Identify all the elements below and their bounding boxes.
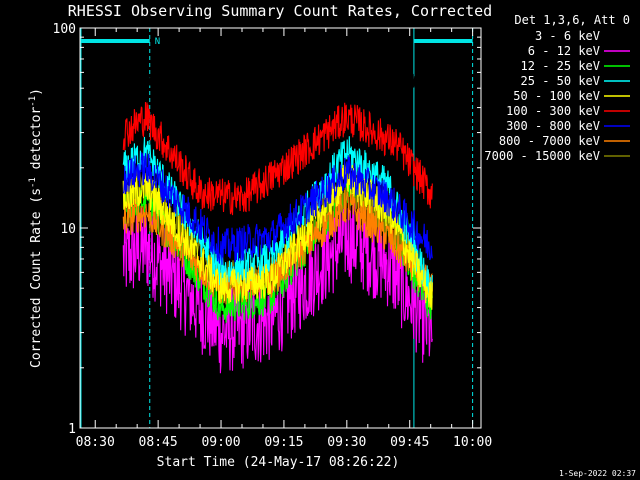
x-tick-label-0: 08:30 xyxy=(76,435,115,450)
legend-label-1: 6 - 12 keV xyxy=(528,44,600,58)
series-line-5 xyxy=(122,101,433,216)
series-line-0 xyxy=(122,68,433,90)
x-tick-label-4: 09:30 xyxy=(327,435,366,450)
x-tick-label-5: 09:45 xyxy=(390,435,429,450)
legend-header: Det 1,3,6, Att 0 xyxy=(514,13,630,27)
legend-label-4: 50 - 100 keV xyxy=(513,89,600,103)
x-tick-label-6: 10:00 xyxy=(453,435,492,450)
series-line-6 xyxy=(122,151,433,265)
legend-label-7: 800 - 7000 keV xyxy=(499,134,600,148)
y-tick-label-1: 10 xyxy=(60,222,76,237)
legend-label-0: 3 - 6 keV xyxy=(535,29,600,43)
y-axis-label-end: ) xyxy=(29,88,44,96)
x-tick-label-2: 09:00 xyxy=(201,435,240,450)
y-tick-label-0: 1 xyxy=(68,422,76,437)
legend-label-3: 25 - 50 keV xyxy=(521,74,600,88)
legend-label-6: 300 - 800 keV xyxy=(506,119,600,133)
footer-timestamp: 1-Sep-2022 02:37 xyxy=(559,469,636,478)
x-tick-label-1: 08:45 xyxy=(139,435,178,450)
y-axis-label: Corrected Count Rate (s-1 detector-1) xyxy=(28,88,44,368)
legend-label-5: 100 - 300 keV xyxy=(506,104,600,118)
y-axis-label-sup-1: -1 xyxy=(28,177,38,188)
plot-area: N xyxy=(80,28,474,428)
y-axis-label-main: Corrected Count Rate (s xyxy=(29,188,44,368)
legend-label-2: 12 - 25 keV xyxy=(521,59,600,73)
night-bar-1 xyxy=(413,39,473,43)
x-tick-label-3: 09:15 xyxy=(264,435,303,450)
y-axis-label-sup-2: -1 xyxy=(28,96,38,107)
axes: 08:30 08:45 09:00 09:15 09:30 09:45 10:00 1 10 10… xyxy=(53,22,493,450)
x-axis-label: Start Time (24-May-17 08:26:22) xyxy=(157,455,400,470)
legend-label-8: 7000 - 15000 keV xyxy=(484,149,600,163)
night-bar-0 xyxy=(80,39,150,43)
chart-title: RHESSI Observing Summary Count Rates, Co… xyxy=(68,2,492,20)
y-tick-label-2: 100 xyxy=(53,22,76,37)
annotation-n-label: N xyxy=(155,37,160,47)
y-axis-label-mid: detector xyxy=(29,107,44,178)
series-line-3 xyxy=(122,136,433,304)
